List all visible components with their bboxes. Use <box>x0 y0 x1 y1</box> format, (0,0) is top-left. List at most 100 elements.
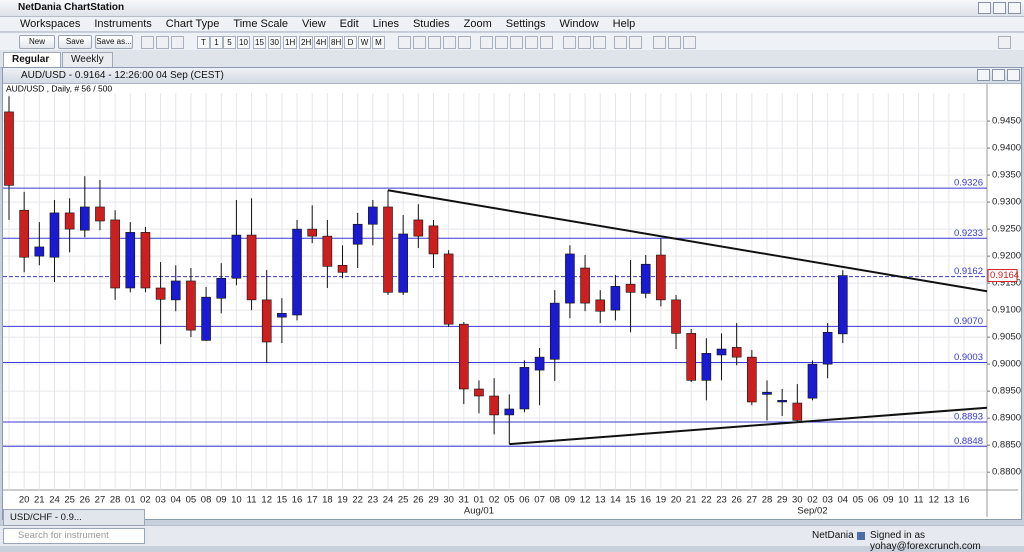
toolbar-icon[interactable] <box>578 36 591 49</box>
timeframe-button[interactable]: 2H <box>299 36 314 49</box>
minimize-button[interactable] <box>978 2 991 14</box>
close-button[interactable] <box>1008 2 1021 14</box>
toolbar-icon[interactable] <box>413 36 426 49</box>
timeframe-button[interactable]: W <box>358 36 371 49</box>
timeframe-button[interactable]: M <box>372 36 385 49</box>
search-box[interactable]: Search for instrument <box>3 528 145 544</box>
menu-item[interactable]: Help <box>612 18 636 30</box>
x-tick-label: 14 <box>610 495 621 506</box>
menu-item[interactable]: Time Scale <box>233 18 289 30</box>
toolbar-icon[interactable] <box>593 36 606 49</box>
candle-body <box>474 388 484 397</box>
timeframe-button[interactable]: 5 <box>223 36 236 49</box>
timeframe-button[interactable]: 1 <box>210 36 223 49</box>
toolbar-icon[interactable] <box>443 36 456 49</box>
toolbar-icon[interactable] <box>629 36 642 49</box>
toolbar-icon[interactable] <box>510 36 523 49</box>
x-tick-label: 01 <box>474 495 485 506</box>
y-tick-label: 0.9150 <box>992 278 1021 289</box>
candle-body <box>428 225 439 255</box>
candle-body <box>80 206 90 231</box>
level-label: 0.9162 <box>954 266 983 277</box>
timeframe-button[interactable]: 30 <box>268 36 281 49</box>
x-tick-label: 11 <box>914 495 924 506</box>
toolbar-icon[interactable] <box>668 36 681 49</box>
toolbar-icon[interactable] <box>495 36 508 49</box>
toolbar-button[interactable]: Save <box>58 35 92 49</box>
toolbar-icon[interactable] <box>398 36 411 49</box>
tab[interactable]: Regular <box>3 52 61 67</box>
x-tick-label: 24 <box>49 495 60 506</box>
toolbar-button[interactable]: New <box>19 35 55 49</box>
toolbar-button[interactable]: Save as... <box>95 35 133 49</box>
timeframe-button[interactable]: D <box>344 36 357 49</box>
level-label: 0.9070 <box>954 316 983 327</box>
toolbar-icon[interactable] <box>563 36 576 49</box>
x-tick-label: 27 <box>747 495 758 506</box>
y-tick-label: 0.8900 <box>992 413 1021 424</box>
timeframe-button[interactable]: 1H <box>283 36 298 49</box>
window-close[interactable] <box>1007 69 1020 81</box>
window-maximize[interactable] <box>992 69 1005 81</box>
menu-item[interactable]: Studies <box>412 18 450 30</box>
candle-body <box>777 400 787 403</box>
toolbar-icon[interactable] <box>458 36 471 49</box>
menu-item[interactable]: Chart Type <box>165 18 220 30</box>
window-minimize[interactable] <box>977 69 990 81</box>
minimized-window[interactable]: USD/CHF - 0.9... <box>3 509 145 526</box>
menu-item[interactable]: Lines <box>372 18 399 30</box>
timeframe-button[interactable]: 15 <box>253 36 266 49</box>
x-tick-label: 04 <box>170 495 181 506</box>
candle-body <box>686 333 697 381</box>
x-tick-label: 20 <box>19 495 30 506</box>
toolbar-icon[interactable] <box>540 36 553 49</box>
candle-body <box>656 254 666 301</box>
tab[interactable]: Weekly <box>62 52 113 67</box>
status-brand: NetDania <box>812 530 854 541</box>
candle-body <box>716 348 727 356</box>
x-tick-label: 16 <box>292 495 303 506</box>
menu-item[interactable]: Edit <box>339 18 359 30</box>
menu-item[interactable]: Zoom <box>463 18 492 30</box>
toolbar-icon[interactable] <box>156 36 169 49</box>
menu-bar: Workspaces Instruments Chart Type Time Scal… <box>0 17 1024 32</box>
x-tick-label: 02 <box>807 495 818 506</box>
candle-body <box>110 219 120 289</box>
y-tick-label: 0.9350 <box>992 170 1021 181</box>
candle-body <box>413 219 424 237</box>
menu-item[interactable]: Instruments <box>94 18 152 30</box>
chart-title: AUD/USD - 0.9164 - 12:26:00 04 Sep (CEST… <box>21 70 224 81</box>
toolbar-icon[interactable] <box>683 36 696 49</box>
toolbar-icon[interactable] <box>141 36 154 49</box>
toolbar-icon[interactable] <box>525 36 538 49</box>
toolbar-icon[interactable] <box>480 36 493 49</box>
menu-item[interactable]: Workspaces <box>20 18 81 30</box>
menu-item[interactable]: View <box>302 18 326 30</box>
candle-body <box>534 356 545 371</box>
toolbar-icon[interactable] <box>998 36 1011 49</box>
toolbar-icon[interactable] <box>428 36 441 49</box>
candle-body <box>519 367 530 410</box>
timeframe-button[interactable]: 8H <box>329 36 344 49</box>
candle-body <box>595 299 606 312</box>
candle-body <box>610 286 621 311</box>
x-tick-label: 24 <box>383 495 394 506</box>
toolbar-icon[interactable] <box>653 36 666 49</box>
candle-body <box>292 228 302 316</box>
candle-body <box>489 395 499 416</box>
y-tick-label: 0.9100 <box>992 305 1021 316</box>
x-tick-label: 22 <box>701 495 712 506</box>
timeframe-button[interactable]: T <box>197 36 210 49</box>
x-tick-label: 05 <box>853 495 864 506</box>
candle-body <box>792 402 803 421</box>
toolbar-icon[interactable] <box>614 36 627 49</box>
toolbar-icon[interactable] <box>171 36 184 49</box>
x-tick-label: 31 <box>459 495 470 506</box>
timeframe-button[interactable]: 4H <box>314 36 329 49</box>
timeframe-button[interactable]: 10 <box>237 36 250 49</box>
menu-item[interactable]: Window <box>559 18 599 30</box>
x-tick-label: 16 <box>640 495 651 506</box>
x-tick-label: 01 <box>125 495 136 506</box>
menu-item[interactable]: Settings <box>505 18 546 30</box>
maximize-button[interactable] <box>993 2 1006 14</box>
